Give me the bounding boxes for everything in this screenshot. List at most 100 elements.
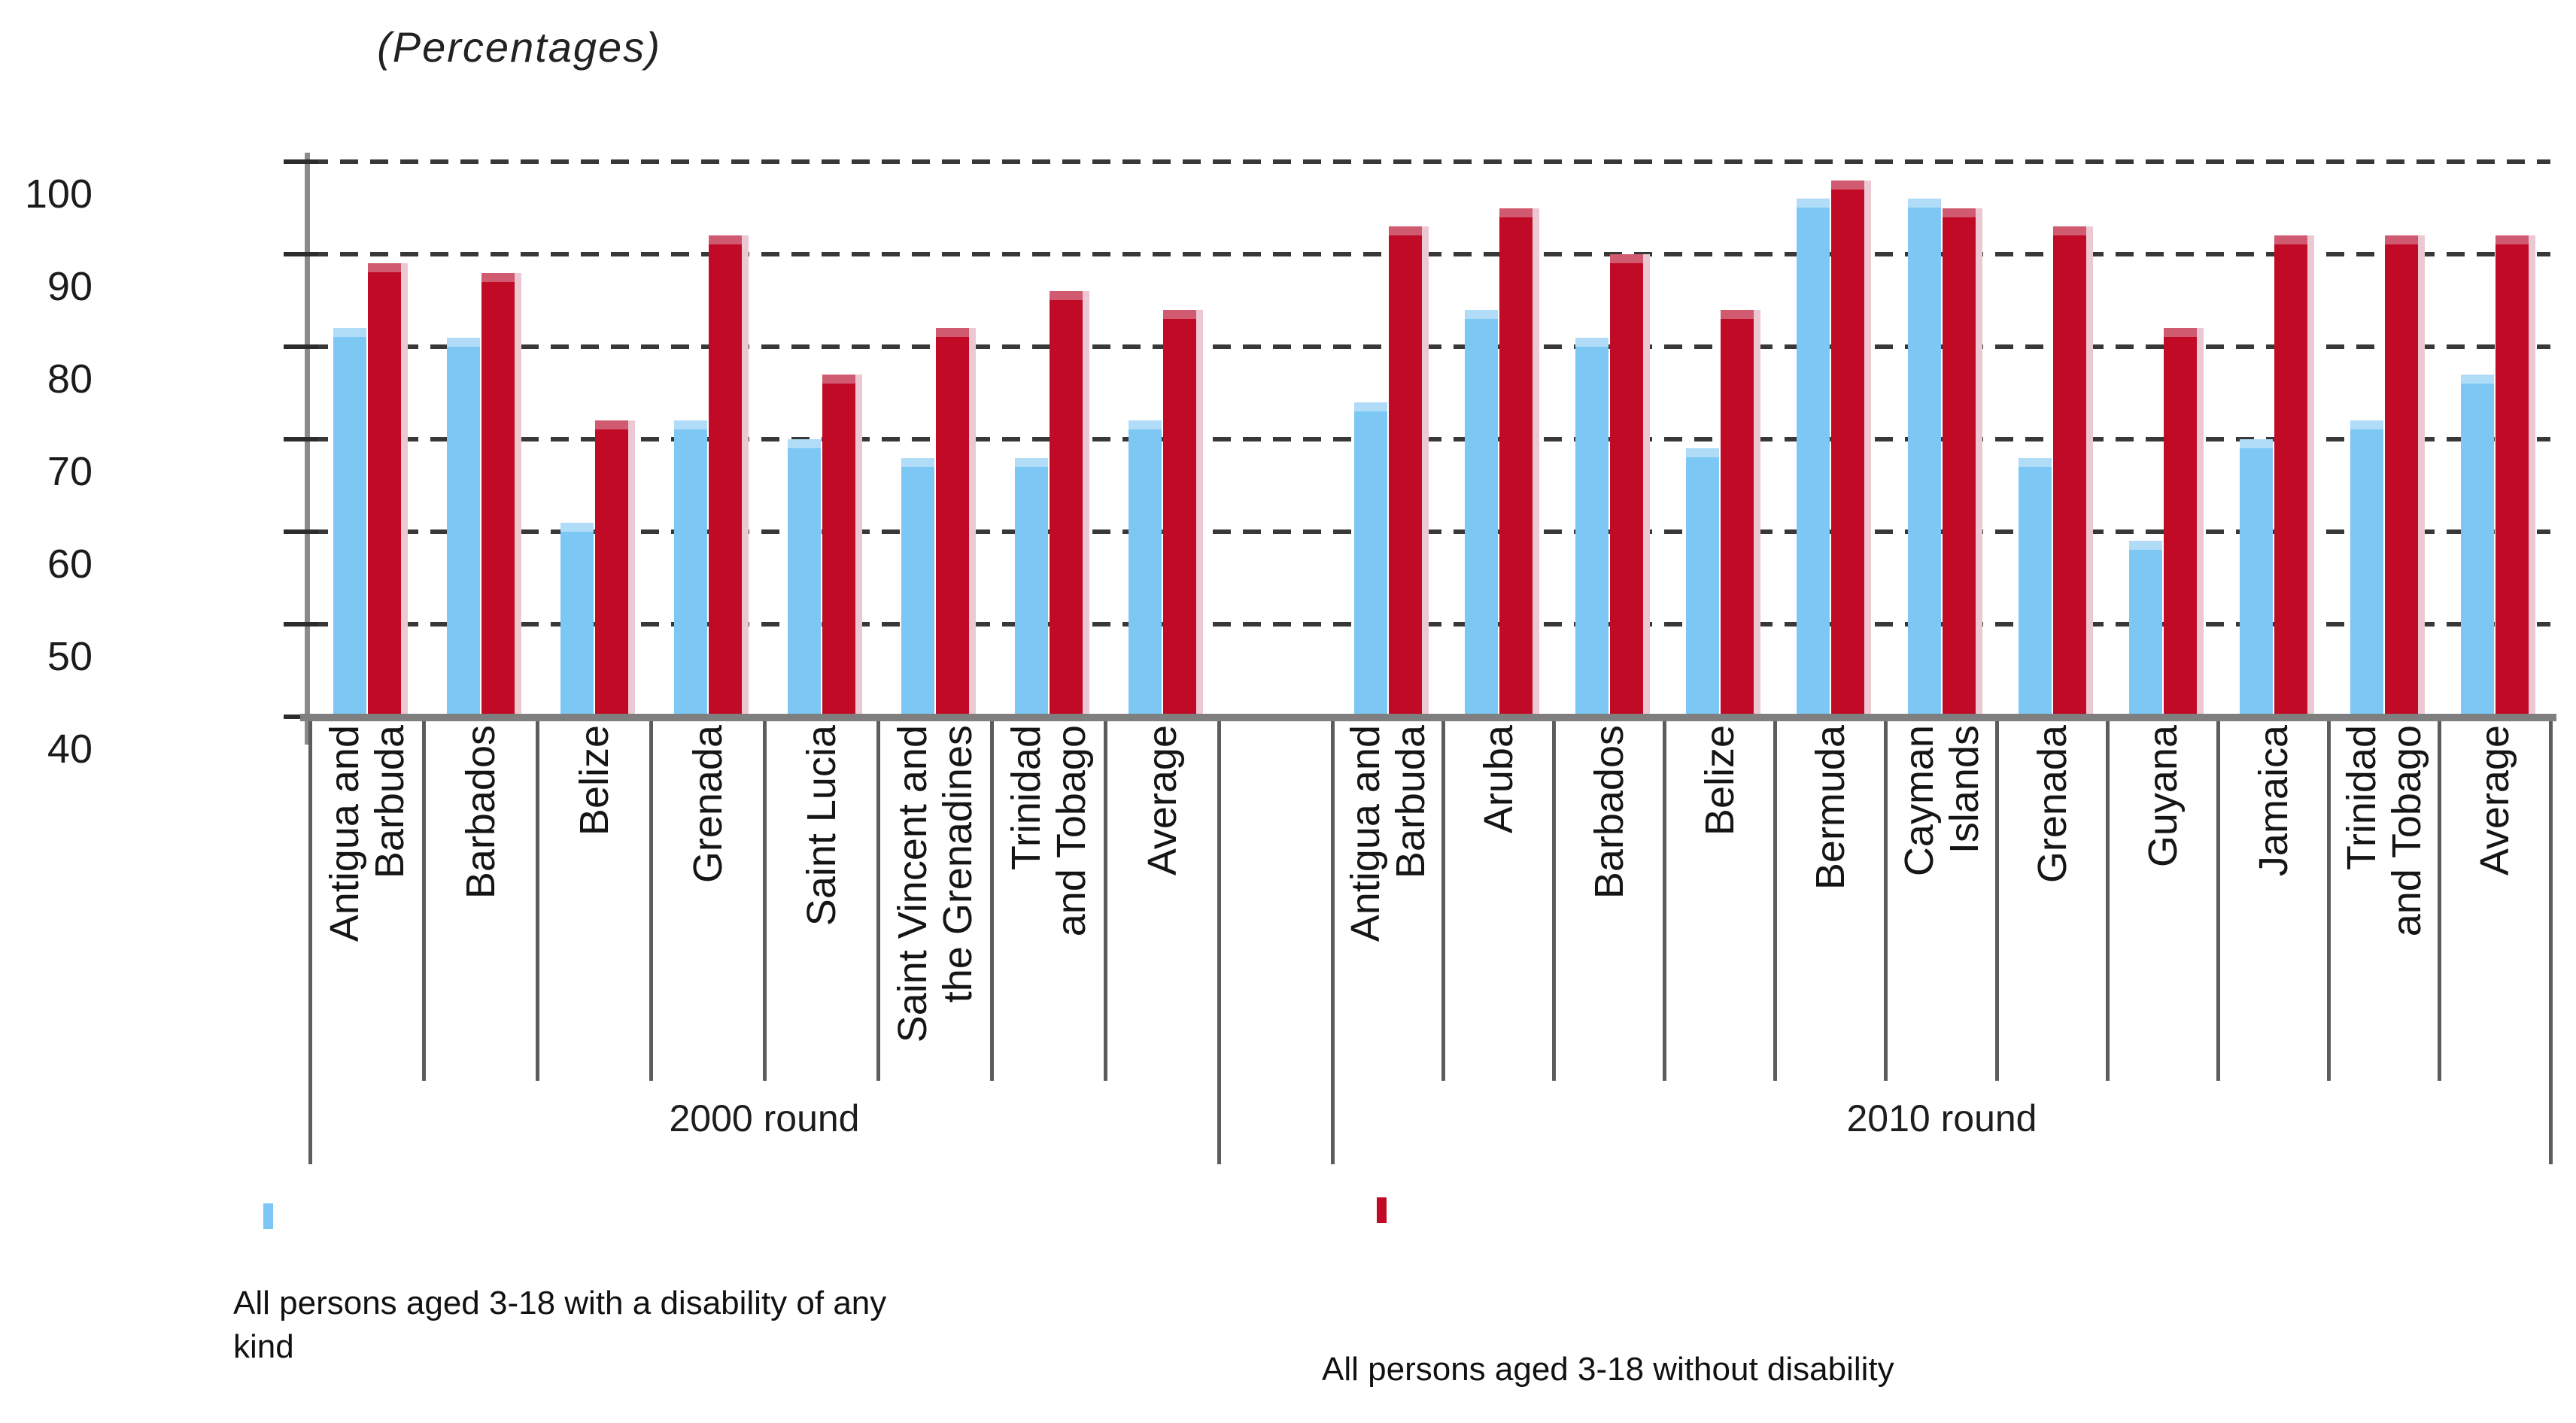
bar-without-disability: [367, 263, 401, 717]
x-axis-label: Grenada: [685, 725, 731, 884]
bar-with-disability: [2461, 374, 2495, 717]
category-separator: [649, 721, 653, 1081]
category-separator: [989, 721, 994, 1081]
y-axis-tick-100: [284, 159, 318, 164]
bar-with-disability: [446, 337, 480, 717]
category-separator: [421, 721, 426, 1081]
y-axis-tick-label-80: 80: [47, 357, 93, 402]
x-axis-label: Barbados: [1586, 725, 1632, 900]
bar-with-disability: [1128, 420, 1162, 717]
bar-without-disability: [1388, 226, 1422, 717]
gridline-50: [310, 622, 2550, 627]
bar-without-disability: [2274, 235, 2308, 717]
x-axis-label: Guyana: [2140, 725, 2186, 868]
bar-without-disability: [1721, 309, 1754, 717]
y-axis-tick-label-50: 50: [47, 634, 93, 679]
category-separator: [1884, 721, 1888, 1081]
bar-without-disability: [1499, 208, 1533, 717]
category-separator: [1994, 721, 1999, 1081]
y-axis-tick-90: [284, 252, 318, 256]
x-axis-label: Trinidad and Tobago: [1003, 725, 1094, 937]
x-axis-label: Average: [1139, 725, 1185, 876]
round-band-separator: [1330, 721, 1335, 1164]
bar-with-disability: [1353, 402, 1387, 717]
category-separator: [2216, 721, 2220, 1081]
y-axis-tick-50: [284, 622, 318, 627]
bar-with-disability: [2240, 439, 2274, 717]
bar-with-disability: [673, 420, 707, 717]
x-axis-label: Barbados: [457, 725, 503, 900]
bar-with-disability: [1464, 309, 1498, 717]
gridline-90: [310, 252, 2550, 256]
x-axis-label: Antigua and Barbuda: [321, 725, 412, 942]
legend-label-without-disability: All persons aged 3-18 without disability: [1322, 1351, 1894, 1388]
bar-without-disability: [1049, 291, 1083, 717]
y-axis-tick-label-100: 100: [24, 171, 93, 217]
bar-without-disability: [594, 420, 628, 717]
y-axis-tick-60: [284, 529, 318, 534]
bar-without-disability: [1942, 208, 1976, 717]
bar-without-disability: [2052, 226, 2086, 717]
bar-with-disability: [560, 522, 594, 717]
bar-with-disability: [333, 328, 366, 717]
category-separator: [2438, 721, 2442, 1081]
y-axis-tick-label-60: 60: [47, 542, 93, 587]
bar-without-disability: [2163, 328, 2197, 717]
category-separator: [2105, 721, 2110, 1081]
y-axis-tick-80: [284, 344, 318, 349]
x-axis-label: Saint Vincent and the Grenadines: [889, 725, 980, 1043]
bar-with-disability: [2350, 420, 2384, 717]
bar-without-disability: [2496, 235, 2529, 717]
bar-without-disability: [1831, 180, 1865, 717]
bar-with-disability: [1014, 457, 1048, 717]
category-separator: [2327, 721, 2331, 1081]
category-separator: [1103, 721, 1107, 1081]
round-band-separator: [1217, 721, 1221, 1164]
x-axis-label: Bermuda: [1808, 725, 1854, 891]
gridline-60: [310, 529, 2550, 534]
y-axis-tick-70: [284, 437, 318, 441]
bar-with-disability: [1575, 337, 1608, 717]
x-axis-baseline: [300, 714, 2556, 721]
group-label-2010-round: 2010 round: [1846, 1097, 2037, 1139]
bar-without-disability: [708, 235, 742, 717]
bar-with-disability: [787, 439, 821, 717]
y-axis-tick-label-70: 70: [47, 449, 93, 494]
x-axis-label: Cayman Islands: [1896, 725, 1987, 877]
bar-without-disability: [935, 328, 969, 717]
bar-with-disability: [2128, 541, 2162, 717]
x-axis-label: Trinidad and Tobago: [2339, 725, 2430, 937]
bar-without-disability: [1162, 309, 1196, 717]
bar-with-disability: [1686, 448, 1720, 717]
gridline-80: [310, 344, 2550, 349]
bar-without-disability: [1609, 254, 1643, 717]
bar-with-disability: [1797, 199, 1830, 717]
legend-label-with-disability: All persons aged 3-18 with a disability …: [233, 1285, 887, 1365]
x-axis-label: Aruba: [1475, 725, 1521, 834]
category-separator: [1663, 721, 1667, 1081]
category-separator: [876, 721, 880, 1081]
y-axis-line: [305, 153, 310, 745]
bar-without-disability: [822, 374, 855, 717]
category-separator: [535, 721, 539, 1081]
category-separator: [762, 721, 767, 1081]
bar-without-disability: [481, 272, 515, 717]
bar-with-disability: [2018, 457, 2052, 717]
legend-swatch-with-disability: [263, 1203, 273, 1229]
group-label-2000-round: 2000 round: [669, 1097, 860, 1139]
y-axis-tick-label-40: 40: [47, 727, 93, 772]
round-band-separator: [2548, 721, 2553, 1164]
gridline-70: [310, 437, 2550, 441]
category-separator: [1773, 721, 1778, 1081]
x-axis-label: Jamaica: [2251, 725, 2297, 877]
x-axis-label: Saint Lucia: [798, 725, 844, 927]
bar-without-disability: [2385, 235, 2419, 717]
legend-swatch-without-disability: [1377, 1197, 1387, 1223]
x-axis-label: Average: [2472, 725, 2518, 876]
chart-title: (Percentages): [377, 23, 661, 71]
y-axis-tick-label-90: 90: [47, 264, 93, 309]
x-axis-label: Grenada: [2029, 725, 2075, 884]
bar-with-disability: [901, 457, 934, 717]
x-axis-label: Belize: [1697, 725, 1743, 836]
